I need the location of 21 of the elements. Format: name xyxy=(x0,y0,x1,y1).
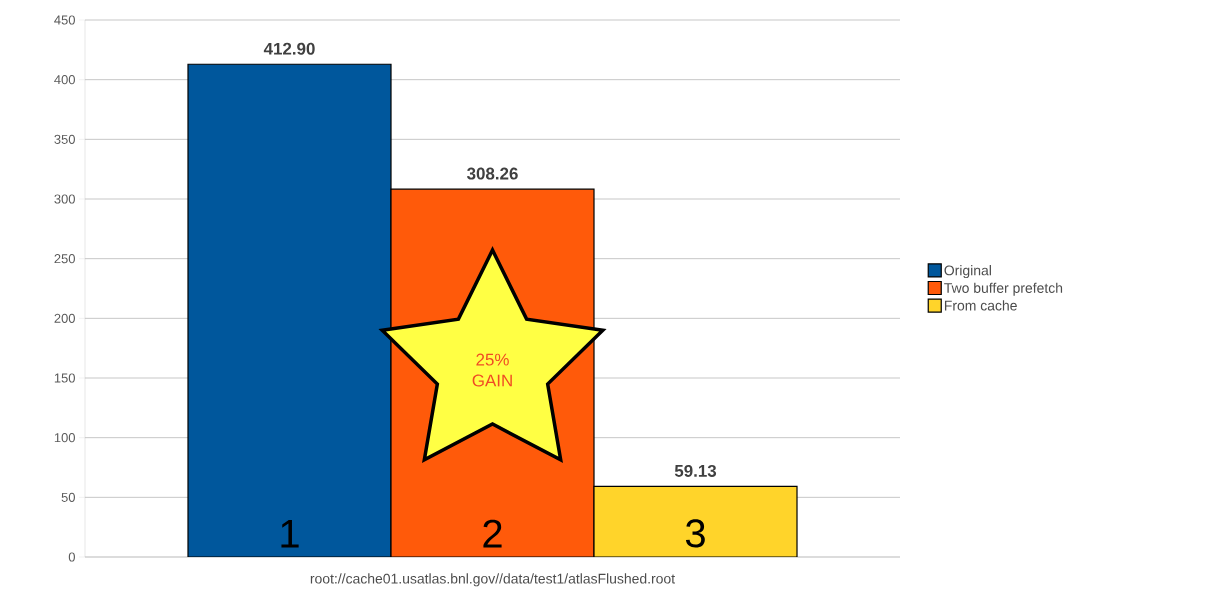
data-label: 308.26 xyxy=(466,167,518,180)
legend-label: Two buffer prefetch xyxy=(944,282,1063,296)
y-tick-label: 150 xyxy=(54,373,75,383)
y-tick-label: 50 xyxy=(61,492,75,502)
y-tick-label: 100 xyxy=(54,433,75,443)
annotation: 2 xyxy=(483,519,502,548)
y-tick-label: 300 xyxy=(54,194,75,204)
legend-label: From cache xyxy=(944,300,1017,311)
x-axis-title: root://cache01.usatlas.bnl.gov//data/test1/atlasFlushed.root xyxy=(310,573,675,587)
data-label: 59.13 xyxy=(674,464,717,477)
y-tick-label: 350 xyxy=(54,134,75,144)
y-tick-label: 200 xyxy=(54,313,75,323)
y-tick-label: 0 xyxy=(68,552,75,562)
y-tick-label: 450 xyxy=(54,15,75,25)
legend-label: Original xyxy=(944,265,991,279)
y-tick-label: 250 xyxy=(54,254,75,264)
y-tick-label: 400 xyxy=(54,75,75,85)
data-label: 412.90 xyxy=(263,42,315,55)
annotation: 3 xyxy=(685,519,705,548)
annotation: 25% GAIN xyxy=(472,353,512,387)
annotation: 1 xyxy=(281,520,299,548)
